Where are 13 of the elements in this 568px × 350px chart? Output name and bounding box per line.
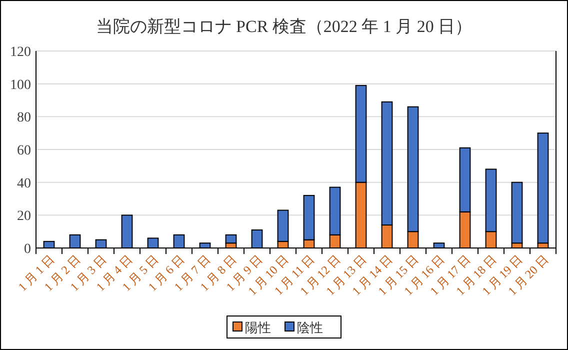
y-tick-label: 120	[10, 45, 31, 60]
chart-title: 当院の新型コロナ PCR 検査（2022 年 1 月 20 日）	[96, 17, 472, 36]
y-tick-label: 80	[17, 110, 31, 126]
y-tick-label: 20	[17, 209, 31, 224]
legend-label: 陽性	[245, 320, 271, 335]
y-tick-label: 60	[17, 144, 31, 158]
y-tick-label: 40	[17, 176, 31, 192]
bar	[537, 132, 549, 244]
legend-label: 陰性	[297, 320, 323, 335]
y-tick-label: 100	[10, 78, 31, 93]
y-tick-label: 0	[24, 242, 31, 257]
bar	[511, 182, 523, 244]
bar	[225, 234, 237, 244]
